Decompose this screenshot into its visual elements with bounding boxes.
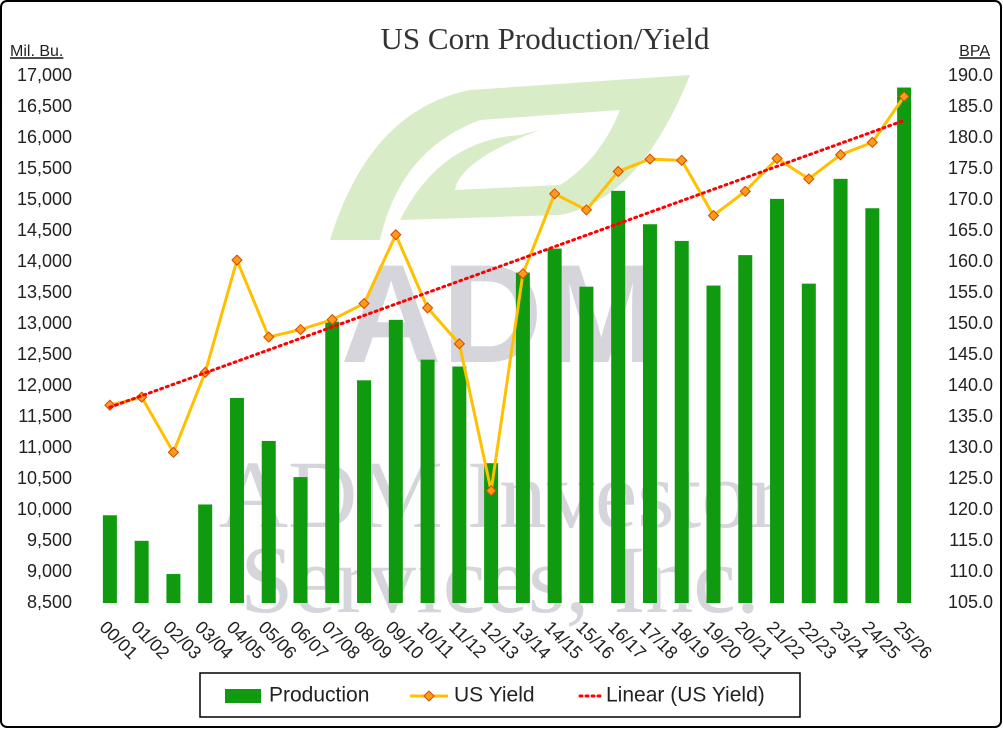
marker <box>739 185 751 198</box>
bar <box>452 366 467 603</box>
marker <box>421 302 434 314</box>
marker <box>167 446 180 459</box>
y2-tick-label: 185.0 <box>948 96 993 116</box>
bar <box>611 190 626 603</box>
bar <box>484 463 499 603</box>
marker <box>707 209 720 222</box>
bar <box>642 224 657 603</box>
bar <box>897 87 912 604</box>
bar <box>420 359 435 603</box>
y-tick-label: 12,500 <box>17 344 72 364</box>
marker <box>580 204 593 216</box>
y-tick-label: 16,000 <box>17 127 72 147</box>
y-tick-label: 14,000 <box>17 251 72 271</box>
y2-tick-label: 175.0 <box>948 158 993 178</box>
y2-tick-label: 115.0 <box>949 530 993 550</box>
marker <box>771 152 783 165</box>
trendline <box>108 118 906 409</box>
y2-tick-label: 155.0 <box>948 282 993 302</box>
bar <box>166 574 181 603</box>
bar <box>293 477 308 603</box>
y2-tick-label: 105.0 <box>948 592 993 612</box>
bar <box>547 248 562 603</box>
legend <box>199 672 801 718</box>
bar <box>674 240 689 604</box>
bar <box>198 504 213 603</box>
y-axis-label: Mil. Bu. <box>10 43 63 60</box>
legend-label: Production <box>269 684 369 707</box>
bar <box>134 540 149 603</box>
y-tick-label: 16,500 <box>17 96 72 116</box>
y2-tick-label: 165.0 <box>948 220 993 240</box>
bar <box>357 380 372 603</box>
legend-swatch <box>423 690 435 702</box>
bar <box>738 255 753 604</box>
y2-tick-label: 130.0 <box>948 437 993 457</box>
bar <box>579 286 594 603</box>
bar <box>770 198 785 603</box>
marker <box>644 153 656 165</box>
marker <box>803 173 815 185</box>
bar <box>229 397 244 603</box>
marker <box>263 331 275 343</box>
marker <box>834 149 847 161</box>
y2-axis-label: BPA <box>959 43 990 60</box>
bar <box>865 208 880 603</box>
y2-tick-label: 180.0 <box>948 127 993 147</box>
bar <box>515 272 530 603</box>
y-tick-label: 15,000 <box>17 189 72 209</box>
marker <box>326 313 338 326</box>
y2-tick-label: 120.0 <box>948 499 993 519</box>
watermark-logo <box>330 75 690 240</box>
y-tick-label: 11,500 <box>18 406 72 426</box>
marker <box>390 229 402 241</box>
y-tick-label: 10,500 <box>17 468 72 488</box>
y-tick-label: 9,500 <box>27 530 72 550</box>
bar <box>801 283 816 603</box>
marker <box>548 188 561 200</box>
y2-tick-label: 190.0 <box>948 65 993 85</box>
marker <box>453 338 466 350</box>
y-tick-label: 13,500 <box>17 282 72 302</box>
y-tick-label: 8,500 <box>27 592 72 612</box>
y2-tick-label: 150.0 <box>948 313 993 333</box>
bar <box>325 321 340 603</box>
bar <box>706 285 721 603</box>
y2-tick-label: 125.0 <box>948 468 993 488</box>
y2-tick-label: 140.0 <box>948 375 993 395</box>
bar <box>261 440 276 603</box>
marker <box>866 136 879 149</box>
legend-label: Linear (US Yield) <box>606 684 765 707</box>
line <box>109 95 906 492</box>
y2-tick-label: 160.0 <box>948 251 993 271</box>
marker <box>104 399 116 411</box>
marker <box>485 485 497 497</box>
y-tick-label: 13,000 <box>17 313 72 333</box>
y2-tick-label: 170.0 <box>948 189 993 209</box>
marker <box>294 323 307 336</box>
marker <box>517 268 529 280</box>
marker <box>358 297 370 310</box>
y2-tick-label: 135.0 <box>948 406 993 426</box>
y-tick-label: 11,000 <box>18 437 72 457</box>
y-tick-label: 10,000 <box>17 499 72 519</box>
marker <box>676 154 688 167</box>
y-tick-label: 9,000 <box>27 561 72 581</box>
marker <box>231 254 243 266</box>
marker <box>898 90 910 103</box>
chart-title: US Corn Production/Yield <box>381 21 710 56</box>
bar <box>388 319 403 603</box>
y-tick-label: 17,000 <box>17 65 72 85</box>
bar <box>833 178 848 603</box>
y-tick-label: 12,000 <box>17 375 72 395</box>
y2-tick-label: 145.0 <box>948 344 993 364</box>
legend-swatch <box>225 689 261 703</box>
legend-label: US Yield <box>454 684 535 707</box>
bar <box>102 515 117 603</box>
y2-tick-label: 110.0 <box>949 561 993 581</box>
marker <box>612 165 624 178</box>
y-tick-label: 14,500 <box>17 220 72 240</box>
y-tick-label: 15,500 <box>17 158 72 178</box>
